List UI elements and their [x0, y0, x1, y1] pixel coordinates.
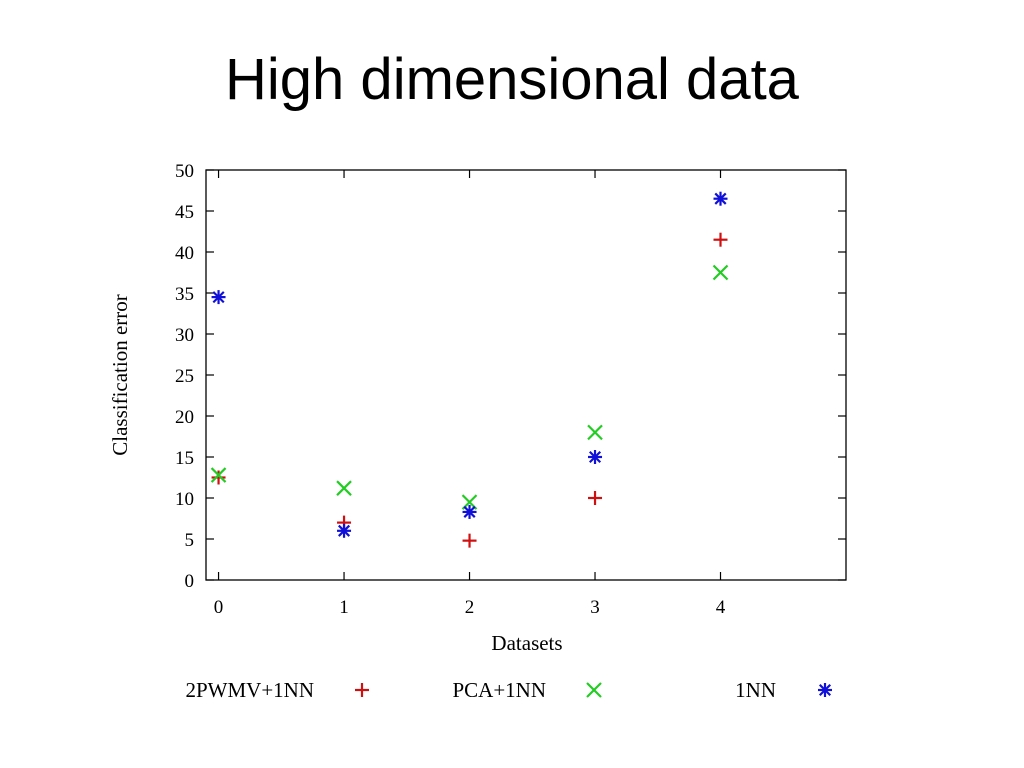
y-tick-label: 5 — [185, 530, 195, 551]
x-axis-label: Datasets — [491, 631, 562, 655]
y-axis: 0 5 10 15 20 25 30 35 40 45 50 — [175, 161, 846, 592]
legend-marker-star — [818, 683, 832, 697]
legend-label: 2PWMV+1NN — [185, 678, 314, 702]
x-tick-label: 2 — [465, 597, 475, 618]
y-tick-label: 15 — [175, 448, 194, 469]
slide-title: High dimensional data — [225, 47, 799, 112]
point-cross — [210, 467, 227, 483]
y-tick-label: 35 — [175, 284, 194, 305]
point-star — [713, 191, 728, 206]
y-tick-label: 50 — [175, 161, 194, 182]
legend-marker-cross — [586, 682, 602, 698]
x-axis: 0 1 2 3 4 — [214, 170, 726, 618]
plot-area-frame — [205, 169, 847, 581]
y-tick-label: 30 — [175, 325, 194, 346]
y-axis-label: Classification error — [108, 294, 132, 456]
point-cross — [336, 480, 352, 496]
x-tick-label: 3 — [590, 597, 600, 618]
point-plus — [713, 232, 728, 247]
x-tick-label: 1 — [339, 597, 349, 618]
point-plus — [588, 491, 603, 505]
y-tick-label: 25 — [175, 366, 194, 387]
y-tick-label: 45 — [175, 202, 194, 223]
legend-label: PCA+1NN — [452, 678, 546, 702]
point-star — [462, 504, 477, 519]
point-plus — [211, 470, 226, 485]
y-tick-label: 20 — [175, 407, 194, 428]
point-plus — [462, 533, 477, 548]
legend-marker-plus — [355, 683, 369, 697]
legend-label: 1NN — [735, 678, 776, 702]
point-cross — [587, 424, 603, 441]
point-star — [337, 523, 352, 538]
point-star — [588, 450, 603, 464]
legend: 2PWMV+1NN PCA+1NN 1NN — [185, 678, 832, 702]
y-tick-label: 0 — [185, 571, 195, 592]
x-tick-label: 4 — [716, 597, 726, 618]
x-tick-label: 0 — [214, 597, 224, 618]
point-star — [211, 290, 226, 305]
y-tick-label: 40 — [175, 243, 194, 264]
point-cross — [712, 264, 729, 281]
y-tick-label: 10 — [175, 489, 194, 510]
data-points — [210, 191, 729, 548]
